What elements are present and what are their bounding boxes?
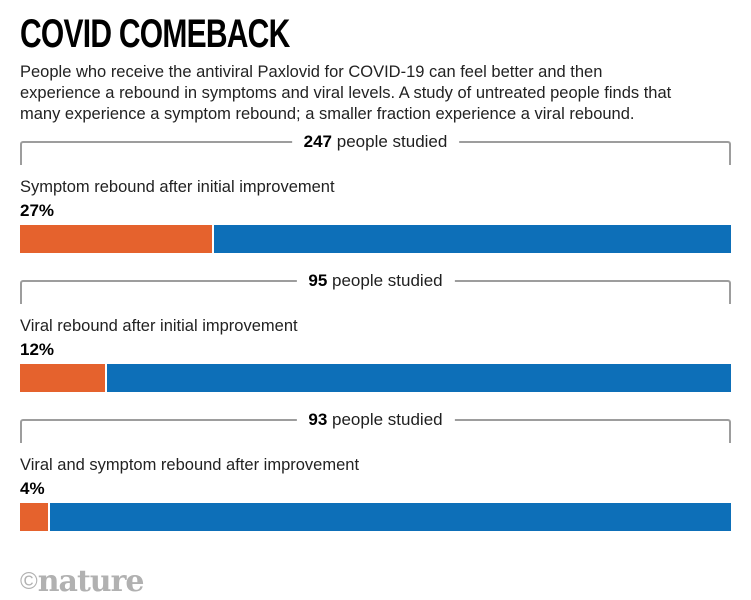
sample-size-bracket: 93 people studied [20, 409, 731, 443]
bar-label: Viral and symptom rebound after improvem… [20, 456, 360, 474]
rebound-bar-chart: 247 people studied Symptom rebound after… [0, 131, 751, 531]
bar-segment-rebound [20, 364, 106, 392]
sample-size-count: 247 [303, 132, 333, 151]
bar-percent-value: 12% [20, 340, 55, 359]
chart-group-viral-and-symptom-rebound: 93 people studied Viral and symptom rebo… [20, 409, 731, 531]
sample-size-suffix: people studied [327, 410, 443, 429]
bar-percent-value: 4% [20, 479, 45, 498]
nature-logo-text: nature [37, 564, 145, 599]
chart-group-viral-rebound: 95 people studied Viral rebound after in… [20, 270, 731, 392]
stacked-bar [20, 364, 731, 392]
page-title: COVID COMEBACK [20, 12, 290, 56]
footer: ©nature [0, 558, 751, 599]
bar-label: Viral rebound after initial improvement [20, 317, 298, 335]
sample-size-label: 93 people studied [296, 409, 455, 431]
sample-size-suffix: people studied [327, 271, 443, 290]
bar-percent-value: 27% [20, 201, 55, 220]
sample-size-label: 247 people studied [291, 131, 460, 153]
sample-size-count: 93 [308, 410, 328, 429]
bar-segment-remainder [213, 225, 731, 253]
bar-segment-rebound [20, 503, 49, 531]
bar-segment-rebound [20, 225, 212, 253]
bar-label: Symptom rebound after initial improvemen… [20, 178, 335, 196]
bar-segment-remainder [50, 503, 731, 531]
stacked-bar [20, 225, 731, 253]
sample-size-bracket: 247 people studied [20, 131, 731, 165]
nature-logo: ©nature [20, 564, 144, 599]
chart-group-symptom-rebound: 247 people studied Symptom rebound after… [20, 131, 731, 253]
sample-size-suffix: people studied [332, 132, 448, 151]
sample-size-label: 95 people studied [296, 270, 455, 292]
bar-segment-remainder [107, 364, 731, 392]
chart-description: People who receive the antiviral Paxlovi… [20, 63, 672, 123]
stacked-bar [20, 503, 731, 531]
sample-size-count: 95 [308, 271, 328, 290]
copyright-icon: © [20, 568, 38, 595]
sample-size-bracket: 95 people studied [20, 270, 731, 304]
